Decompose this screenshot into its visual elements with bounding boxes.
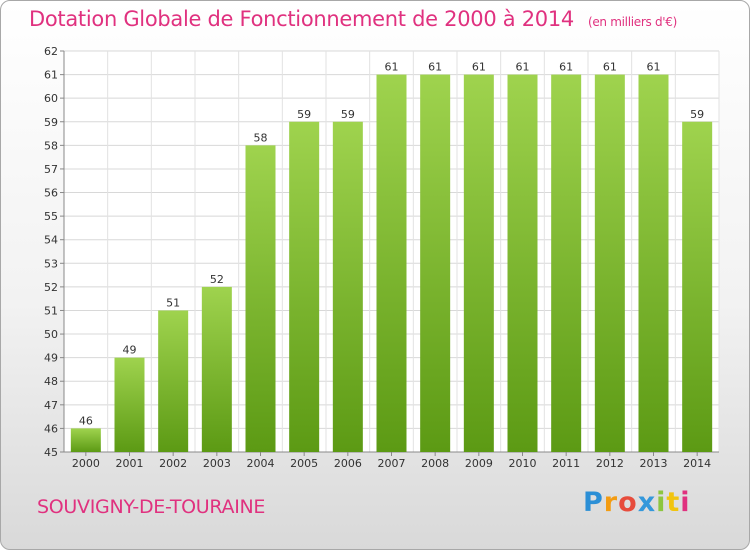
bar <box>463 74 494 453</box>
x-tick-label: 2013 <box>640 457 668 470</box>
bar-value-label: 49 <box>123 344 137 357</box>
x-tick-label: 2006 <box>334 457 362 470</box>
y-tick-label: 47 <box>44 399 58 412</box>
x-tick-label: 2009 <box>465 457 493 470</box>
bar-value-label: 61 <box>559 61 573 74</box>
bar <box>376 74 407 453</box>
bar <box>201 286 232 452</box>
x-tick-label: 2014 <box>683 457 711 470</box>
bar-value-label: 61 <box>385 61 399 74</box>
y-tick-label: 55 <box>44 210 58 223</box>
x-tick-label: 2002 <box>159 457 187 470</box>
bar-value-label: 61 <box>428 61 442 74</box>
bar-value-label: 61 <box>472 61 486 74</box>
x-tick-label: 2000 <box>72 457 100 470</box>
bar <box>70 428 101 452</box>
x-tick-label: 2008 <box>421 457 449 470</box>
x-tick-label: 2010 <box>509 457 537 470</box>
bar <box>594 74 625 453</box>
proxiti-logo: Proxiti <box>583 487 691 518</box>
y-tick-label: 53 <box>44 257 58 270</box>
x-tick-label: 2001 <box>116 457 144 470</box>
city-name: SOUVIGNY-DE-TOURAINE <box>37 496 266 518</box>
x-tick-label: 2004 <box>247 457 275 470</box>
x-tick-label: 2012 <box>596 457 624 470</box>
bar <box>638 74 669 453</box>
x-tick-label: 2011 <box>552 457 580 470</box>
bar-value-label: 59 <box>690 108 704 121</box>
bar <box>158 310 189 452</box>
bar-value-label: 51 <box>166 296 180 309</box>
y-tick-label: 56 <box>44 187 58 200</box>
bar <box>507 74 538 453</box>
bar-value-label: 46 <box>79 414 93 427</box>
bar-value-label: 52 <box>210 273 224 286</box>
y-tick-label: 45 <box>44 446 58 459</box>
y-tick-label: 46 <box>44 422 58 435</box>
bar-value-label: 59 <box>297 108 311 121</box>
bar <box>420 74 451 453</box>
y-tick-label: 50 <box>44 328 58 341</box>
y-tick-label: 57 <box>44 163 58 176</box>
bar <box>682 121 713 452</box>
bar-value-label: 61 <box>603 61 617 74</box>
bar-value-label: 61 <box>516 61 530 74</box>
bar <box>289 121 320 452</box>
chart-unit: (en milliers d'€) <box>587 15 677 29</box>
y-tick-label: 59 <box>44 116 58 129</box>
x-tick-label: 2005 <box>290 457 318 470</box>
bar <box>551 74 582 453</box>
y-tick-label: 54 <box>44 234 58 247</box>
x-tick-label: 2003 <box>203 457 231 470</box>
y-tick-label: 60 <box>44 92 58 105</box>
bar-value-label: 61 <box>647 61 661 74</box>
chart-title: Dotation Globale de Fonctionnement de 20… <box>29 7 677 31</box>
bar <box>332 121 363 452</box>
bar-value-label: 58 <box>254 131 268 144</box>
chart-title-text: Dotation Globale de Fonctionnement de 20… <box>29 7 574 31</box>
bar <box>245 145 276 452</box>
bar-value-label: 59 <box>341 108 355 121</box>
y-tick-label: 49 <box>44 352 58 365</box>
y-tick-label: 58 <box>44 139 58 152</box>
y-tick-label: 51 <box>44 304 58 317</box>
bar <box>114 357 145 452</box>
x-tick-label: 2007 <box>378 457 406 470</box>
y-tick-label: 52 <box>44 281 58 294</box>
y-tick-label: 61 <box>44 69 58 82</box>
y-tick-label: 48 <box>44 375 58 388</box>
y-tick-label: 62 <box>44 45 58 58</box>
